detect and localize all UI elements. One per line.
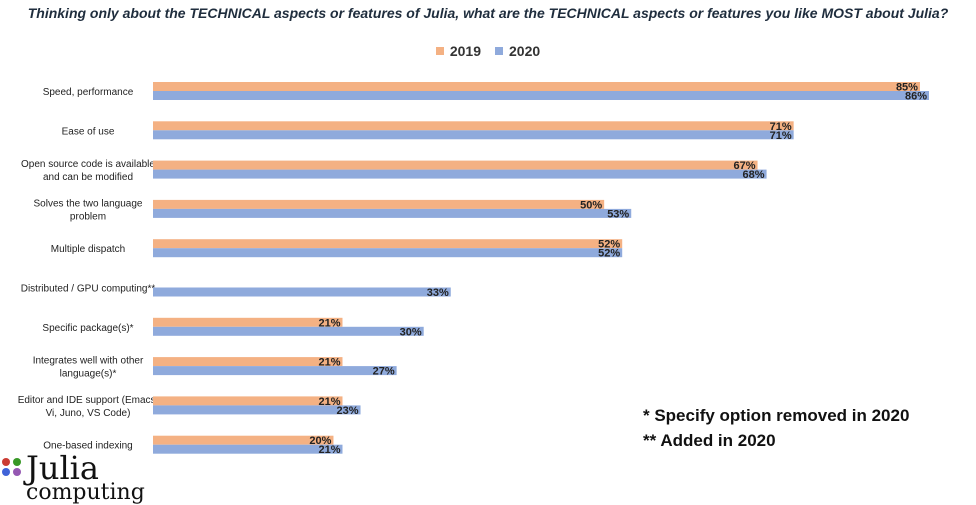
category-label: Integrates well with other language(s)* bbox=[33, 356, 144, 380]
bar-2019 bbox=[153, 239, 623, 249]
value-label-2019: 21% bbox=[318, 396, 340, 408]
bar-2019 bbox=[153, 121, 794, 131]
legend-label-2020: 2020 bbox=[509, 43, 541, 59]
bar-2019 bbox=[153, 396, 343, 406]
logo-dot bbox=[2, 468, 10, 476]
footnote-added: ** Added in 2020 bbox=[643, 431, 776, 450]
value-label-2019: 67% bbox=[734, 160, 756, 172]
logo-name: Julia bbox=[26, 449, 99, 487]
logo-dot bbox=[13, 468, 21, 476]
bar-2019 bbox=[153, 199, 605, 209]
logo-subtitle: computing bbox=[26, 480, 145, 505]
legend-item-2019: 2019 bbox=[435, 43, 481, 59]
category-label: Open source code is available and can be … bbox=[21, 159, 155, 183]
logo-dots-icon bbox=[2, 458, 22, 476]
category-label: Speed, performance bbox=[43, 87, 134, 98]
bar-2020 bbox=[153, 169, 767, 179]
legend-label-2019: 2019 bbox=[449, 43, 481, 59]
category-label: Editor and IDE support (Emacs, Vi, Juno, … bbox=[18, 395, 159, 419]
legend-swatch-2020 bbox=[495, 47, 503, 55]
category-label: Distributed / GPU computing** bbox=[21, 284, 156, 295]
logo-dot bbox=[2, 458, 10, 466]
value-label-2019: 21% bbox=[318, 357, 340, 369]
bar-2020 bbox=[153, 248, 623, 258]
value-label-2020: 33% bbox=[427, 287, 449, 299]
value-label-2019: 50% bbox=[580, 199, 602, 211]
footnotes: * Specify option removed in 2020 ** Adde… bbox=[643, 403, 909, 453]
value-label-2019: 71% bbox=[770, 121, 792, 133]
value-label-2020: 68% bbox=[743, 169, 765, 181]
value-label-2020: 23% bbox=[337, 405, 359, 417]
julia-computing-logo: Julia computing bbox=[2, 449, 145, 505]
bar-2020 bbox=[153, 130, 794, 140]
legend-item-2020: 2020 bbox=[495, 43, 540, 59]
value-label-2019: 52% bbox=[598, 239, 620, 251]
value-label-2019: 85% bbox=[896, 82, 918, 94]
bar-2020 bbox=[153, 287, 451, 297]
value-label-2020: 21% bbox=[318, 444, 340, 456]
category-label: Multiple dispatch bbox=[51, 244, 125, 255]
value-label-2020: 71% bbox=[770, 130, 792, 142]
value-label-2020: 27% bbox=[373, 366, 395, 378]
bar-2019 bbox=[153, 357, 343, 367]
footnote-removed: * Specify option removed in 2020 bbox=[643, 406, 910, 425]
chart-title: Thinking only about the TECHNICAL aspect… bbox=[27, 5, 949, 21]
bar-2020 bbox=[153, 208, 632, 218]
bar-2020 bbox=[153, 326, 424, 336]
value-label-2019: 20% bbox=[309, 435, 331, 447]
bar-2020 bbox=[153, 405, 361, 415]
value-label-2019: 21% bbox=[318, 317, 340, 329]
bar-chart: Speed, performance 85%86% Ease of use 71%71… bbox=[18, 82, 929, 456]
value-label-2020: 52% bbox=[598, 248, 620, 260]
category-label: One-based indexing bbox=[43, 441, 133, 452]
value-label-2020: 86% bbox=[905, 91, 927, 103]
value-label-2020: 30% bbox=[400, 326, 422, 338]
value-label-2020: 53% bbox=[607, 208, 629, 220]
bar-2020 bbox=[153, 91, 929, 100]
bar-2020 bbox=[153, 444, 343, 454]
category-label: Solves the two language problem bbox=[34, 198, 143, 222]
bar-2019 bbox=[153, 82, 920, 91]
bar-2019 bbox=[153, 317, 343, 327]
legend: 2019 2020 bbox=[0, 43, 976, 59]
bar-2019 bbox=[153, 435, 334, 445]
category-label: Ease of use bbox=[62, 126, 115, 137]
bar-2020 bbox=[153, 366, 397, 376]
logo-dot bbox=[13, 458, 21, 466]
bar-2019 bbox=[153, 160, 758, 170]
legend-swatch-2019 bbox=[435, 47, 444, 55]
category-label: Specific package(s)* bbox=[42, 323, 133, 334]
